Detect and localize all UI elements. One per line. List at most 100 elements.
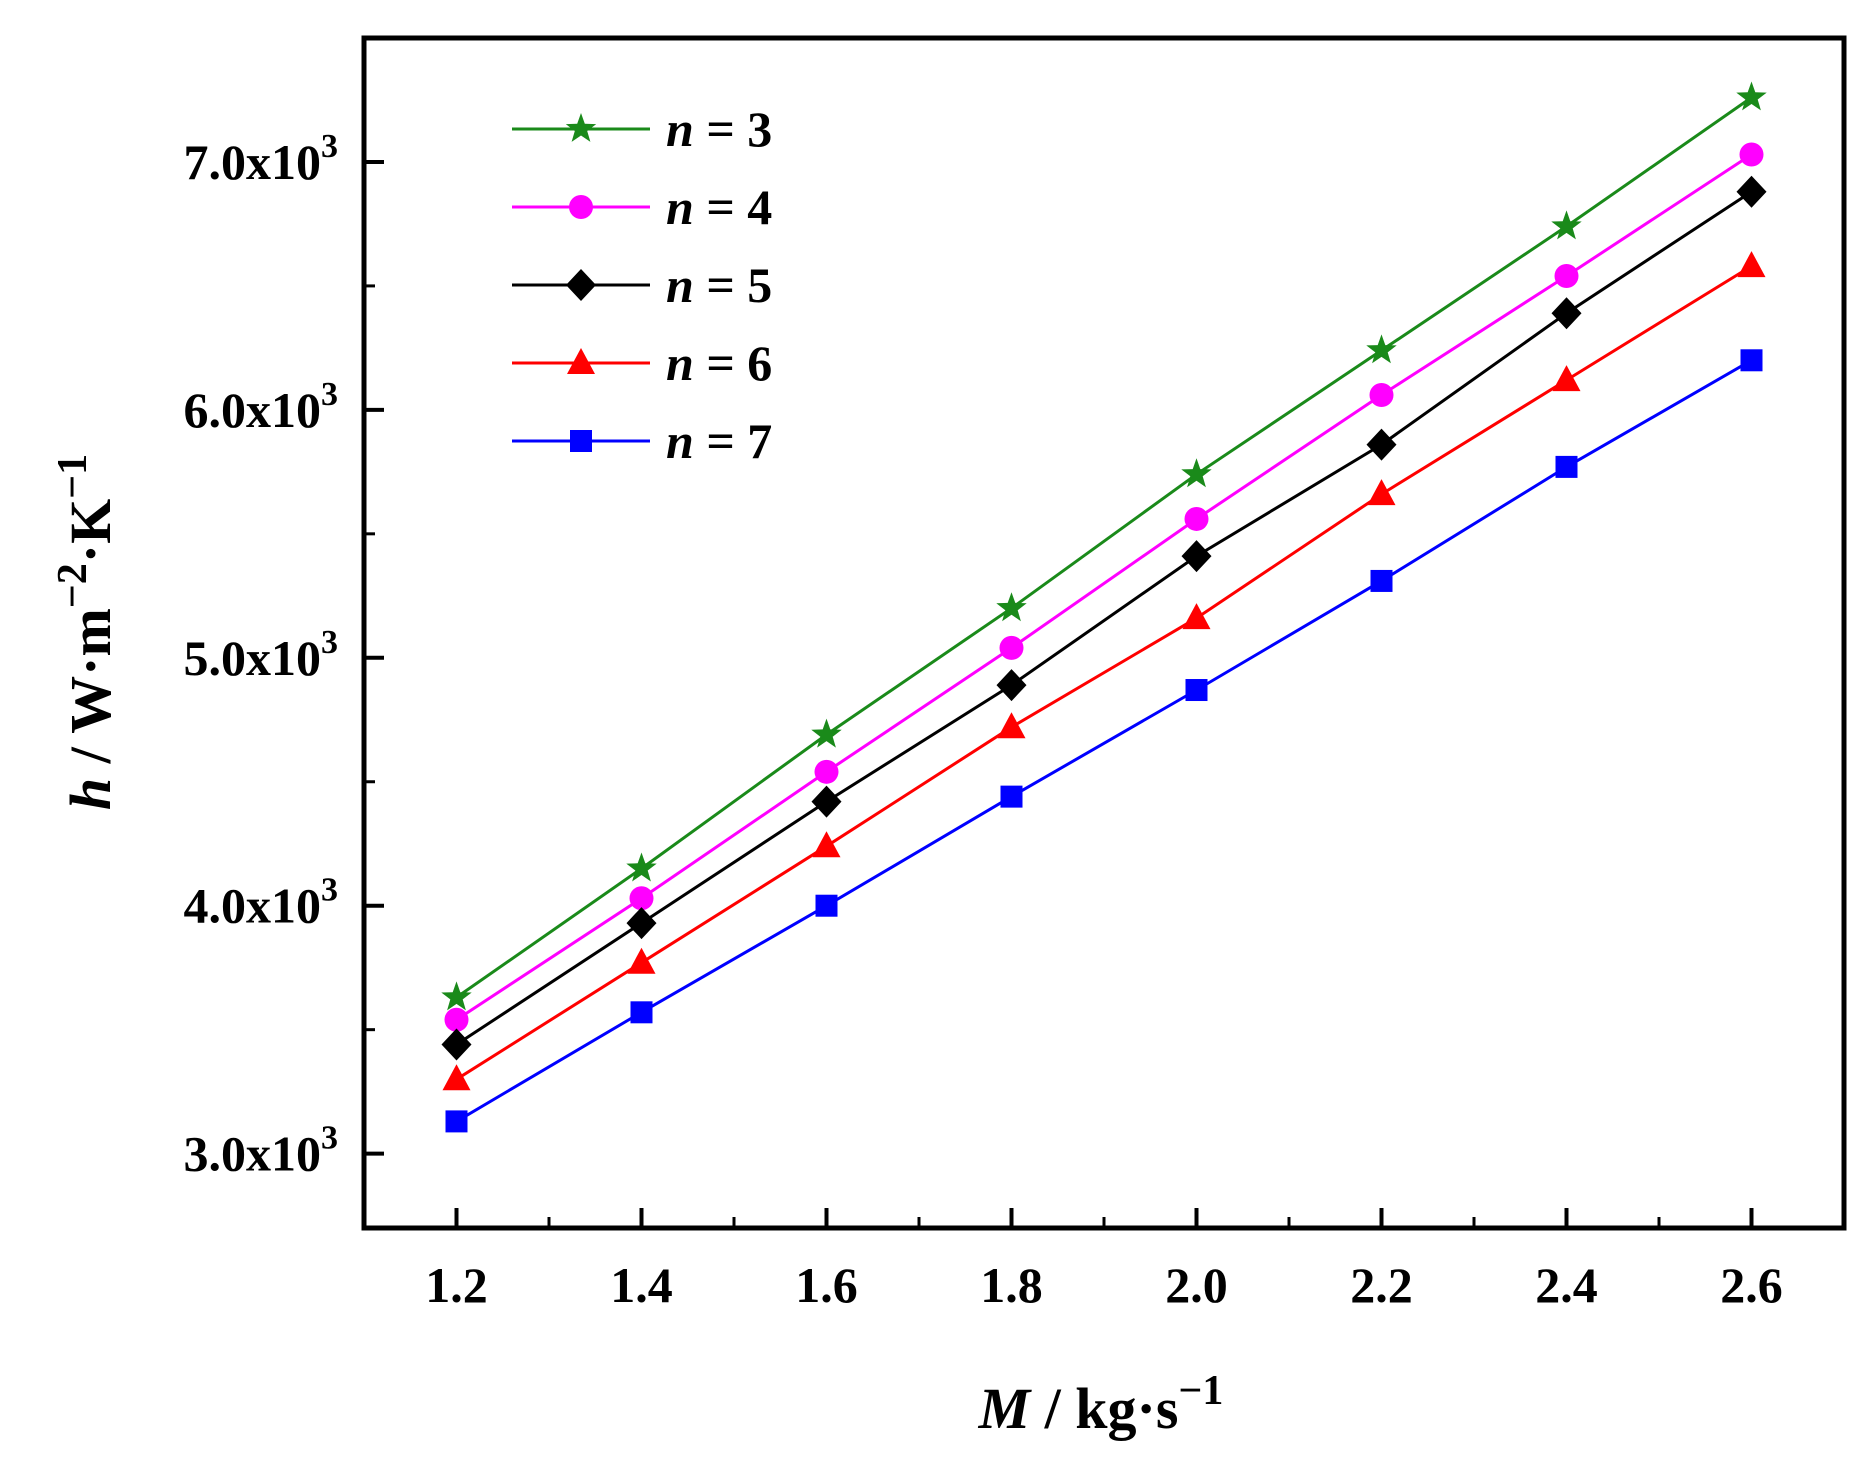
x-axis-var: M — [978, 1376, 1033, 1441]
y-tick-label: 5.0x103 — [184, 624, 339, 686]
data-point-marker — [811, 718, 842, 748]
series-layer — [441, 81, 1767, 1133]
legend-marker — [570, 430, 592, 452]
legend-item: n = 4 — [512, 179, 772, 235]
series-line — [455, 264, 1753, 1081]
data-point-marker — [1551, 297, 1582, 330]
legend-label: n = 5 — [666, 257, 772, 313]
y-tick-mantissa: 6.0x10 — [184, 382, 322, 438]
series-n-6 — [442, 251, 1766, 1091]
y-tick-mantissa: 5.0x10 — [184, 630, 322, 686]
y-axis-unit-mid: ·K — [58, 499, 123, 563]
data-point-marker — [812, 831, 841, 858]
legend-label: n = 4 — [666, 179, 772, 235]
legend-label: n = 6 — [666, 335, 772, 391]
data-point-marker — [1552, 365, 1581, 392]
data-point-marker — [1182, 603, 1211, 630]
legend-item: n = 6 — [512, 335, 772, 391]
y-tick-mantissa: 3.0x10 — [184, 1126, 322, 1182]
data-point-marker — [1184, 506, 1209, 531]
y-axis-unit: / W·m — [58, 608, 123, 778]
data-point-marker — [1369, 383, 1394, 407]
x-tick-label: 1.6 — [795, 1257, 858, 1313]
series-n-3 — [441, 81, 1767, 1011]
data-point-marker — [629, 886, 654, 911]
y-tick-label: 3.0x103 — [184, 1120, 339, 1182]
y-tick-label: 4.0x103 — [184, 872, 339, 934]
data-point-marker — [630, 1001, 653, 1024]
data-point-marker — [996, 592, 1027, 622]
x-axis-unit: / kg·s — [1030, 1376, 1178, 1441]
x-tick-labels: 1.2 1.4 1.6 1.8 2.0 2.2 2.4 2.6 — [425, 1257, 1783, 1313]
legend-marker — [566, 269, 596, 301]
series-n-7 — [445, 349, 1763, 1133]
y-tick-mantissa: 7.0x10 — [184, 134, 322, 190]
legend-marker — [569, 195, 593, 219]
data-point-marker — [814, 759, 839, 784]
legend-label: n = 3 — [666, 101, 772, 157]
data-point-marker — [996, 669, 1027, 702]
data-point-marker — [626, 852, 657, 882]
series-line — [455, 190, 1753, 1046]
data-point-marker — [999, 635, 1024, 660]
series-line — [455, 153, 1753, 1022]
data-point-marker — [1554, 264, 1579, 288]
legend: n = 3 n = 4 n = 5 n = 6 n = 7 — [512, 101, 772, 469]
series-n-5 — [441, 175, 1767, 1061]
y-tick-exponent: 3 — [321, 128, 338, 165]
data-point-marker — [815, 894, 838, 917]
data-point-marker — [1555, 455, 1578, 478]
x-tick-label: 1.8 — [980, 1257, 1043, 1313]
x-tick-label: 1.4 — [610, 1257, 673, 1313]
x-tick-label: 2.0 — [1165, 1257, 1228, 1313]
data-point-marker — [1736, 81, 1767, 111]
y-axis-unit-exp2: −1 — [50, 454, 96, 499]
y-tick-label: 7.0x103 — [184, 128, 339, 190]
data-point-marker — [1736, 175, 1767, 208]
data-point-marker — [1181, 458, 1212, 488]
series-n-4 — [444, 142, 1764, 1032]
series-line — [455, 359, 1753, 1123]
data-point-marker — [444, 1007, 469, 1032]
data-point-marker — [445, 1110, 468, 1133]
data-point-marker — [1740, 349, 1763, 372]
data-point-marker — [811, 785, 842, 818]
data-point-marker — [1181, 540, 1212, 573]
data-point-marker — [626, 907, 657, 940]
x-axis-title: M / kg·s−1 — [978, 1368, 1224, 1441]
x-tick-label: 2.6 — [1720, 1257, 1783, 1313]
y-axis-var: h — [58, 778, 123, 810]
data-point-marker — [1366, 334, 1397, 364]
data-point-marker — [1739, 142, 1764, 167]
data-point-marker — [441, 981, 472, 1011]
legend-label: n = 7 — [666, 413, 772, 469]
x-tick-label: 2.2 — [1350, 1257, 1413, 1313]
data-point-marker — [1551, 210, 1582, 240]
legend-marker — [565, 113, 597, 142]
data-point-marker — [1000, 785, 1023, 808]
legend-marker — [567, 348, 595, 374]
legend-item: n = 5 — [512, 257, 772, 313]
y-tick-exponent: 3 — [321, 872, 338, 909]
y-tick-exponent: 3 — [321, 1120, 338, 1157]
series-line — [455, 96, 1753, 999]
data-point-marker — [627, 947, 656, 974]
y-axis-title: h / W·m−2·K−1 — [50, 454, 123, 810]
data-point-marker — [442, 1064, 471, 1091]
x-tick-label: 2.4 — [1535, 1257, 1598, 1313]
data-point-marker — [1367, 479, 1396, 506]
axis-ticks — [364, 36, 1754, 1228]
legend-item: n = 3 — [512, 101, 772, 157]
data-point-marker — [1185, 679, 1208, 702]
y-tick-exponent: 3 — [321, 376, 338, 413]
x-tick-label: 1.2 — [425, 1257, 488, 1313]
data-point-marker — [441, 1028, 472, 1061]
data-point-marker — [997, 712, 1026, 739]
x-axis-unit-exp: −1 — [1178, 1368, 1223, 1414]
data-point-marker — [1370, 569, 1393, 592]
y-tick-mantissa: 4.0x10 — [184, 878, 322, 934]
y-tick-label: 6.0x103 — [184, 376, 339, 438]
data-point-marker — [1366, 428, 1397, 461]
